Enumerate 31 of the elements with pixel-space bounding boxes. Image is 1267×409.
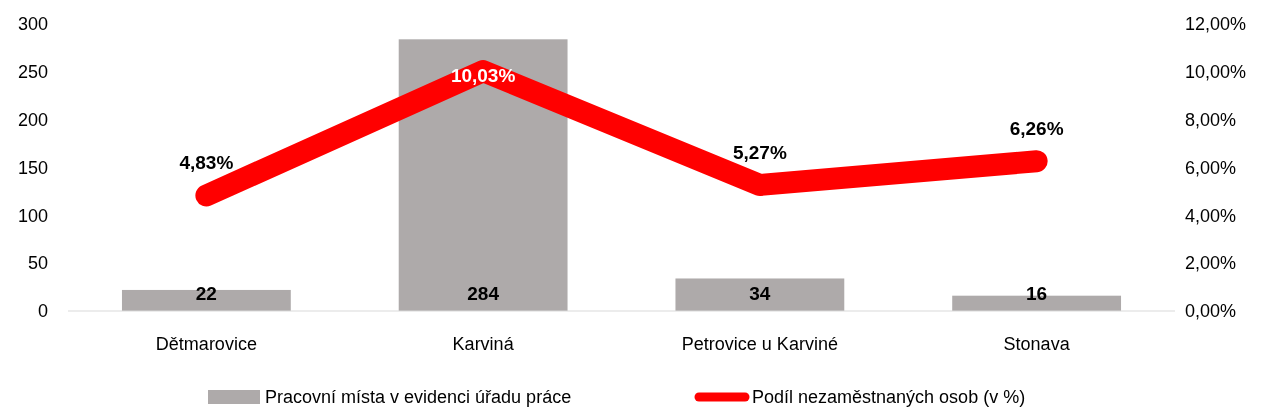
- data-label: 5,27%: [732, 141, 787, 163]
- y-tick-label: 100: [17, 205, 48, 226]
- bar: [675, 278, 845, 311]
- y-tick-label: 0: [37, 301, 48, 322]
- x-tick-label: Petrovice u Karviné: [681, 334, 838, 355]
- y2-tick-label: 0,00%: [1185, 301, 1237, 322]
- data-label: 10,03%: [450, 65, 516, 87]
- y2-tick-label: 2,00%: [1185, 253, 1237, 274]
- bar: [121, 289, 291, 311]
- data-label: 4,83%: [179, 152, 234, 174]
- y-tick-label: 150: [17, 157, 48, 178]
- data-label: 22: [195, 283, 217, 304]
- y-tick-label: 200: [17, 109, 48, 130]
- x-tick-label: Stonava: [1003, 334, 1071, 355]
- y-tick-label: 300: [17, 14, 48, 35]
- data-label: 16: [1026, 283, 1048, 304]
- y2-tick-label: 8,00%: [1185, 109, 1237, 130]
- y2-tick-label: 12,00%: [1185, 14, 1247, 35]
- x-tick-label: Dětmarovice: [155, 334, 257, 355]
- y-tick-label: 50: [27, 253, 48, 274]
- y2-tick-label: 10,00%: [1185, 62, 1247, 83]
- legend-label: Podíl nezaměstnaných osob (v %): [752, 387, 1026, 408]
- y2-tick-label: 4,00%: [1185, 205, 1237, 226]
- y-tick-label: 250: [17, 62, 48, 83]
- data-label: 6,26%: [1009, 118, 1064, 140]
- x-tick-label: Karviná: [452, 334, 515, 355]
- legend-label: Pracovní místa v evidenci úřadu práce: [265, 387, 572, 408]
- bar: [398, 39, 568, 311]
- data-label: 284: [467, 283, 500, 304]
- data-label: 34: [749, 283, 771, 304]
- y2-tick-label: 6,00%: [1185, 157, 1237, 178]
